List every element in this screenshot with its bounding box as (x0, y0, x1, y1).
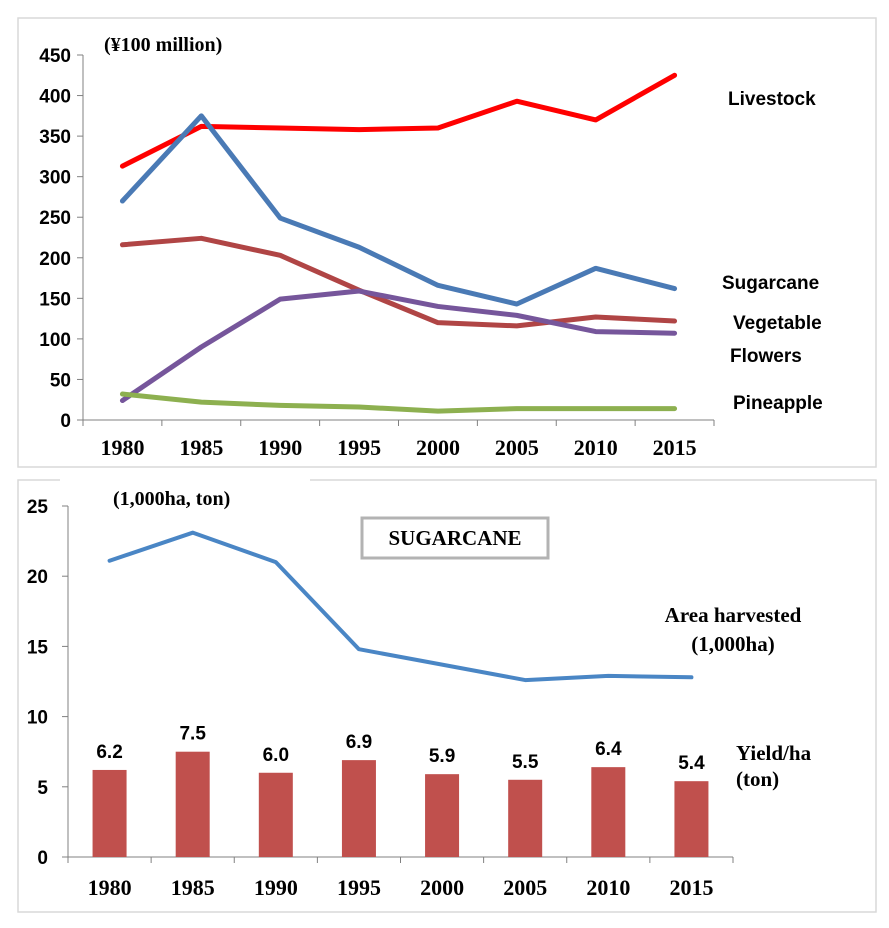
top-x-tick-label: 2000 (416, 435, 460, 460)
yield-bar-label: 6.4 (595, 739, 622, 760)
series-line-pineapple (119, 391, 678, 414)
yield-bar-label: 6.9 (346, 732, 372, 753)
yield-bar (591, 767, 626, 857)
yield-bar (175, 751, 210, 857)
bottom-chart-frame (17, 479, 877, 913)
bottom-y-tick-label: 20 (27, 567, 48, 588)
sugarcane-title-box (360, 516, 550, 560)
bottom-y-tick-label: 25 (27, 497, 49, 518)
yield-bar-label: 5.5 (512, 752, 539, 773)
top-chart: 0 50 100 150 200 250 300 350 400 450 1980 1985 1990… (39, 34, 822, 460)
series-line-vegetable (119, 235, 678, 329)
bottom-x-tick-label: 1990 (254, 875, 298, 900)
bottom-x-tick-label: 2010 (586, 875, 630, 900)
yield-bar-label: 6.2 (96, 742, 122, 763)
top-x-tick-label: 1990 (258, 435, 302, 460)
legend-pineapple: Pineapple (733, 393, 823, 414)
top-x-tick-label: 1985 (179, 435, 223, 460)
yield-bar-label: 6.0 (263, 745, 289, 766)
legend-flowers: Flowers (730, 346, 802, 367)
top-unit-label: (¥100 million) (104, 34, 222, 56)
bottom-x-tick-label: 1995 (337, 875, 381, 900)
bottom-x-tick-label: 1985 (171, 875, 215, 900)
bottom-x-tick-label: 2005 (503, 875, 547, 900)
area-harvested-label-line1: Area harvested (665, 603, 802, 627)
bottom-y-tick-label: 0 (37, 848, 48, 869)
legend-vegetable: Vegetable (733, 313, 822, 334)
bottom-unit-label: (1,000ha, ton) (113, 488, 230, 510)
series-line-livestock (119, 72, 678, 169)
bottom-x-tick-label: 1980 (88, 875, 132, 900)
top-x-tick-label: 2005 (495, 435, 539, 460)
area-harvested-line (107, 530, 694, 683)
top-y-tick-label: 0 (60, 411, 71, 432)
yield-bar-label: 5.9 (429, 746, 455, 767)
yield-bar (92, 769, 127, 857)
top-y-tick-label: 300 (39, 168, 71, 189)
top-y-tick-label: 200 (39, 249, 71, 270)
bottom-x-tick-label: 2000 (420, 875, 464, 900)
top-y-tick-label: 50 (50, 370, 71, 391)
series-line-sugarcane (119, 113, 678, 307)
series-line-flowers (119, 288, 678, 404)
legend-livestock: Livestock (728, 89, 816, 110)
top-y-tick-label: 400 (39, 87, 71, 108)
yield-bar-label: 5.4 (678, 753, 705, 774)
yield-bar (425, 774, 460, 857)
top-y-tick-label: 250 (39, 208, 71, 229)
bottom-x-tick-label: 2015 (669, 875, 713, 900)
bottom-frame-gap (60, 472, 310, 486)
bottom-chart: 0 5 10 15 20 25 1980 1985 1990 1995 2000 2005 2010 2… (27, 488, 812, 900)
top-x-tick-label: 2015 (653, 435, 697, 460)
yield-label-line1: Yield/ha (736, 741, 812, 765)
yield-bar (674, 781, 709, 857)
top-x-tick-label: 1995 (337, 435, 381, 460)
bottom-y-tick-label: 10 (27, 708, 48, 729)
top-x-tick-label: 2010 (574, 435, 618, 460)
yield-bar (508, 779, 543, 857)
legend-sugarcane: Sugarcane (722, 273, 819, 294)
yield-bar-label: 7.5 (179, 724, 206, 745)
yield-label-line2: (ton) (736, 767, 779, 791)
top-y-tick-label: 350 (39, 127, 71, 148)
bottom-y-tick-label: 15 (27, 637, 49, 658)
sugarcane-title: SUGARCANE (388, 526, 521, 550)
top-y-tick-label: 150 (39, 289, 71, 310)
area-harvested-label-line2: (1,000ha) (691, 632, 774, 656)
yield-bar (258, 772, 293, 857)
top-y-tick-label: 100 (39, 330, 71, 351)
top-x-tick-label: 1980 (100, 435, 144, 460)
top-chart-frame (17, 17, 877, 468)
bottom-y-tick-label: 5 (37, 778, 48, 799)
top-y-tick-label: 450 (39, 46, 71, 67)
yield-bar (341, 760, 376, 857)
